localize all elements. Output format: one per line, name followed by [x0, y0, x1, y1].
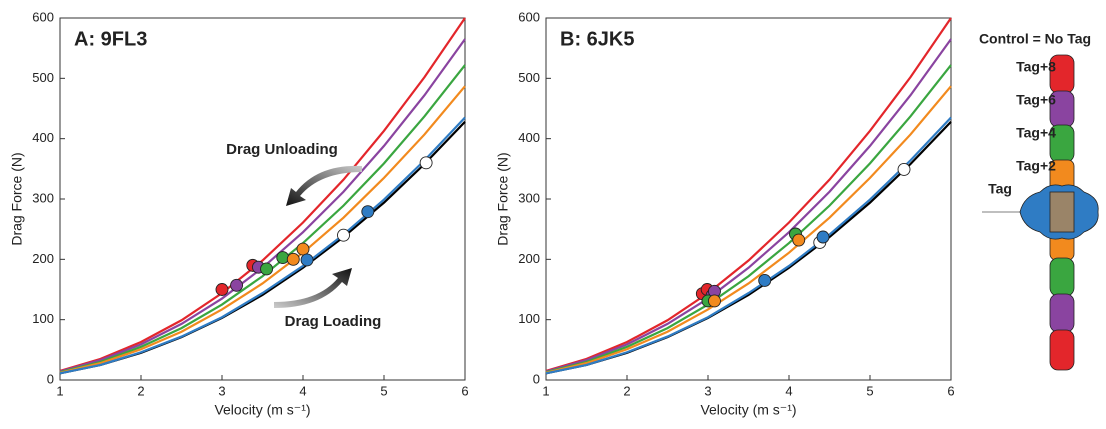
panels: 1 2 3 4 5 6 0 100 200 300 400 500 600 Velocity (m s⁻¹… [9, 9, 955, 417]
curve [545, 85, 952, 374]
arrow [274, 268, 352, 308]
curve [545, 64, 952, 374]
curve [59, 17, 466, 373]
legend-label: Tag [988, 181, 1012, 197]
curve [59, 116, 466, 375]
panel-title: A: 9FL3 [74, 28, 147, 50]
y-tick-label: 400 [32, 130, 54, 145]
x-tick-label: 4 [299, 383, 306, 398]
y-tick-label: 400 [518, 130, 540, 145]
y-tick-label: 500 [518, 70, 540, 85]
data-point [276, 251, 290, 264]
annotation: Drag Unloading [226, 141, 338, 158]
x-axis-label: Velocity (m s⁻¹) [214, 402, 310, 418]
x-tick-label: 6 [947, 383, 954, 398]
data-point [215, 283, 229, 296]
y-tick-label: 500 [32, 70, 54, 85]
y-tick-label: 200 [32, 251, 54, 266]
data-point [260, 262, 273, 276]
curve [545, 38, 952, 373]
x-tick-label: 3 [704, 383, 711, 398]
data-point [286, 252, 300, 266]
data-point [792, 233, 806, 247]
annotation: Drag Loading [285, 313, 382, 330]
x-tick-label: 6 [461, 383, 468, 398]
y-tick-label: 100 [518, 311, 540, 326]
legend-label: Control = No Tag [979, 31, 1091, 47]
curve [59, 85, 466, 374]
x-tick-label: 1 [56, 383, 63, 398]
x-tick-label: 2 [623, 383, 630, 398]
x-tick-label: 3 [218, 383, 225, 398]
curve [545, 17, 952, 373]
x-tick-label: 5 [866, 383, 873, 398]
y-tick-label: 200 [518, 251, 540, 266]
data-point [708, 294, 721, 308]
y-tick-label: 300 [32, 190, 54, 205]
data-point [300, 253, 314, 267]
tag-diagram [982, 54, 1099, 371]
y-tick-label: 600 [518, 9, 540, 24]
data-point [419, 156, 433, 170]
arrow [286, 165, 362, 206]
data-point [337, 228, 350, 242]
y-tick-label: 0 [47, 371, 54, 386]
data-point [816, 230, 830, 244]
panel-title: B: 6JK5 [560, 28, 634, 50]
y-tick-label: 0 [533, 371, 540, 386]
data-point [758, 274, 772, 287]
data-point [230, 278, 244, 292]
plot-area [59, 17, 466, 381]
data-point [296, 242, 310, 256]
legend-label: Tag+2 [1016, 158, 1056, 174]
plot-area [545, 17, 952, 381]
x-tick-label: 4 [785, 383, 792, 398]
curve [545, 116, 952, 375]
data-point [897, 162, 911, 176]
x-tick-label: 1 [542, 383, 549, 398]
y-tick-label: 300 [518, 190, 540, 205]
y-tick-label: 600 [32, 9, 54, 24]
legend-label: Tag+8 [1016, 59, 1056, 75]
data-point [361, 205, 375, 219]
y-axis-label: Drag Force (N) [9, 152, 25, 245]
legend-label: Tag+4 [1016, 125, 1056, 141]
x-axis-label: Velocity (m s⁻¹) [700, 402, 796, 418]
y-axis-label: Drag Force (N) [495, 152, 511, 245]
x-tick-label: 5 [380, 383, 387, 398]
curve [59, 64, 466, 374]
y-tick-label: 100 [32, 311, 54, 326]
legend-label: Tag+6 [1016, 92, 1056, 108]
x-tick-label: 2 [137, 383, 144, 398]
